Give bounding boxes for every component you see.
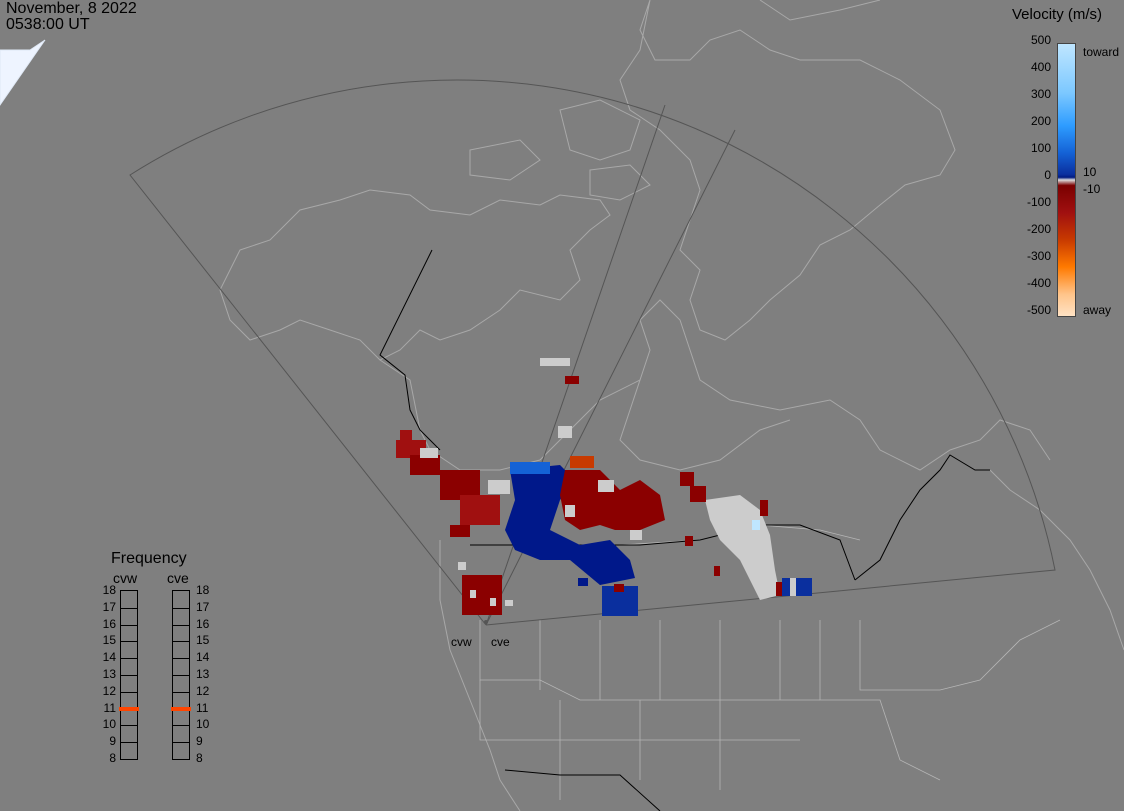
frequency-gridline bbox=[121, 675, 137, 676]
frequency-gridline bbox=[121, 658, 137, 660]
frequency-level-label: 12 bbox=[196, 683, 210, 698]
colorbar-tick-label: -200 bbox=[1026, 222, 1051, 236]
colorbar-tick-label: 300 bbox=[1030, 87, 1051, 101]
frequency-gridline bbox=[173, 658, 189, 660]
frequency-level-label: 12 bbox=[102, 683, 116, 698]
velocity-colorbar bbox=[1057, 43, 1076, 317]
colorbar-tick-label: 100 bbox=[1030, 141, 1051, 155]
frequency-gridline bbox=[173, 742, 189, 744]
frequency-level-label: 13 bbox=[196, 667, 210, 681]
frequency-gridline bbox=[173, 641, 189, 643]
colorbar-title: Velocity (m/s) bbox=[1012, 6, 1103, 23]
frequency-level-label: 18 bbox=[196, 583, 210, 597]
frequency-gridline bbox=[121, 607, 137, 609]
frequency-gridline bbox=[121, 641, 137, 643]
frequency-level-label: 16 bbox=[102, 616, 116, 631]
colorbar-tick-label: 0 bbox=[1044, 168, 1051, 182]
frequency-level-label: 8 bbox=[196, 751, 203, 765]
frequency-level-label: 11 bbox=[103, 700, 116, 715]
frequency-gridline bbox=[121, 742, 137, 744]
frequency-radar-label-cvw: cvw bbox=[113, 570, 138, 586]
frequency-gridline bbox=[173, 675, 189, 676]
colorbar-inner-label-top: 10 bbox=[1083, 165, 1097, 179]
date-label: November, 8 2022 bbox=[6, 0, 137, 17]
time-label: 0538:00 UT bbox=[6, 16, 90, 33]
frequency-title: Frequency bbox=[111, 550, 187, 567]
frequency-gridline bbox=[173, 725, 189, 727]
colorbar-tick-label: 400 bbox=[1030, 60, 1051, 74]
colorbar-tick-label: 500 bbox=[1030, 33, 1051, 47]
frequency-marker-cve bbox=[171, 706, 191, 711]
frequency-level-label: 11 bbox=[196, 700, 209, 715]
colorbar-tick-label: 200 bbox=[1030, 114, 1051, 128]
colorbar-tick-label: -500 bbox=[1026, 303, 1051, 317]
frequency-level-label: 14 bbox=[196, 650, 210, 665]
velocity-cells bbox=[396, 358, 812, 624]
frequency-gridline bbox=[121, 624, 137, 626]
frequency-marker-cvw bbox=[119, 706, 139, 711]
colorbar-toward-label: toward bbox=[1083, 45, 1120, 59]
frequency-level-label: 8 bbox=[109, 751, 116, 765]
colorbar-tick-label: -100 bbox=[1026, 195, 1051, 209]
frequency-gridline bbox=[173, 691, 189, 693]
frequency-level-label: 10 bbox=[196, 717, 210, 732]
frequency-radar-label-cve: cve bbox=[167, 570, 189, 586]
coastlines bbox=[219, 0, 1124, 811]
frequency-level-label: 15 bbox=[196, 633, 210, 648]
frequency-gridline bbox=[121, 691, 137, 693]
frequency-column-cvw bbox=[119, 590, 139, 760]
frequency-level-label: 17 bbox=[102, 599, 116, 614]
frequency-level-label: 15 bbox=[102, 633, 116, 648]
radar-site-label-cvw: cvw bbox=[451, 635, 472, 649]
colorbar-tick-label: -300 bbox=[1026, 249, 1051, 263]
frequency-level-label: 18 bbox=[102, 583, 116, 597]
frequency-gridline bbox=[121, 725, 137, 727]
frequency-column-cve bbox=[171, 590, 191, 760]
frequency-level-label: 10 bbox=[102, 717, 116, 732]
frequency-level-label: 13 bbox=[102, 667, 116, 681]
frequency-level-label: 17 bbox=[196, 599, 210, 614]
sea-ice-region bbox=[0, 39, 46, 106]
colorbar-inner-label-bottom: -10 bbox=[1083, 182, 1101, 196]
radar-site-label-cve: cve bbox=[491, 635, 510, 649]
frequency-level-label: 9 bbox=[109, 734, 116, 749]
frequency-level-label: 16 bbox=[196, 616, 210, 631]
frequency-level-label: 9 bbox=[196, 734, 203, 749]
frequency-gridline bbox=[173, 624, 189, 626]
colorbar-tick-label: -400 bbox=[1026, 276, 1051, 290]
frequency-level-label: 14 bbox=[102, 650, 116, 665]
colorbar-away-label: away bbox=[1083, 303, 1112, 317]
frequency-gridline bbox=[173, 607, 189, 609]
